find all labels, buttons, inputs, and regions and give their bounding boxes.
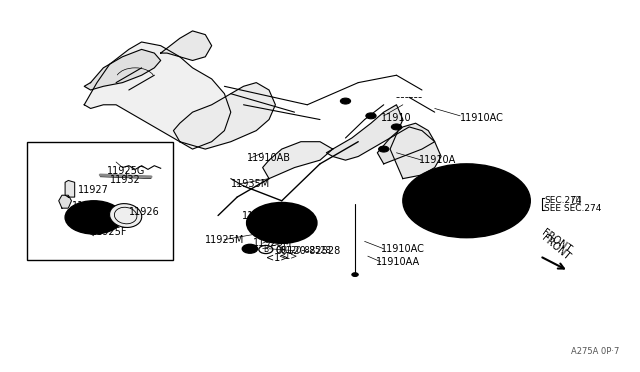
Circle shape [246,203,317,243]
Text: FRONT: FRONT [540,232,572,262]
Text: 11910AA: 11910AA [376,257,420,267]
Polygon shape [262,142,333,179]
Text: 11926: 11926 [129,207,159,217]
Text: 11925F: 11925F [91,227,127,237]
Text: 11910AC: 11910AC [381,244,424,254]
Circle shape [90,215,99,220]
Text: 11910AB: 11910AB [246,153,291,163]
Circle shape [65,201,122,234]
Polygon shape [378,123,435,164]
Text: 11932: 11932 [109,176,140,186]
Text: A275A 0P·7: A275A 0P·7 [571,347,620,356]
Polygon shape [161,31,212,61]
Circle shape [403,164,531,238]
Circle shape [366,113,376,119]
Text: <1>: <1> [278,252,298,262]
Ellipse shape [109,203,141,227]
Polygon shape [65,180,75,197]
Circle shape [352,273,358,276]
Text: 11910: 11910 [381,113,411,123]
Text: 11910AC: 11910AC [460,113,504,123]
Text: 11925G: 11925G [106,166,145,176]
Circle shape [274,218,289,227]
Text: 11910AA: 11910AA [454,176,498,186]
Bar [27,142,173,260]
Polygon shape [84,42,231,149]
Text: 11925FA: 11925FA [243,211,285,221]
Polygon shape [84,49,161,90]
Text: 11927: 11927 [78,185,109,195]
Polygon shape [390,127,441,179]
Text: 11935M: 11935M [231,179,270,189]
Text: B: B [247,246,253,252]
Text: B: B [263,245,268,254]
Text: SEC.274: SEC.274 [544,196,582,205]
Text: 11925M: 11925M [253,238,292,248]
Circle shape [392,124,401,130]
Text: 11925M: 11925M [205,234,244,244]
Text: 08120-82528: 08120-82528 [275,246,340,256]
Polygon shape [326,105,403,160]
Text: FRONT: FRONT [540,227,573,254]
Text: 08120-82528: 08120-82528 [275,246,332,255]
Polygon shape [173,83,275,149]
Text: SEE SEC.274: SEE SEC.274 [544,203,602,213]
Polygon shape [59,195,72,208]
Circle shape [379,146,389,152]
Text: 11910A: 11910A [419,155,456,165]
Text: 参照: 参照 [572,196,582,205]
Circle shape [243,244,257,253]
Circle shape [340,98,351,104]
Text: 11929: 11929 [72,201,102,211]
Text: <1>: <1> [266,253,288,263]
